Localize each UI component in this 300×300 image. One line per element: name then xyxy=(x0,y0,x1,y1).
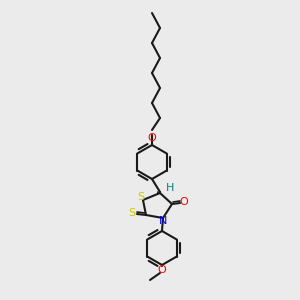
Text: S: S xyxy=(128,208,136,218)
Text: H: H xyxy=(166,183,174,193)
Text: O: O xyxy=(148,133,156,143)
Text: N: N xyxy=(159,216,167,226)
Text: S: S xyxy=(137,192,145,202)
Text: O: O xyxy=(180,197,188,207)
Text: O: O xyxy=(158,265,166,275)
